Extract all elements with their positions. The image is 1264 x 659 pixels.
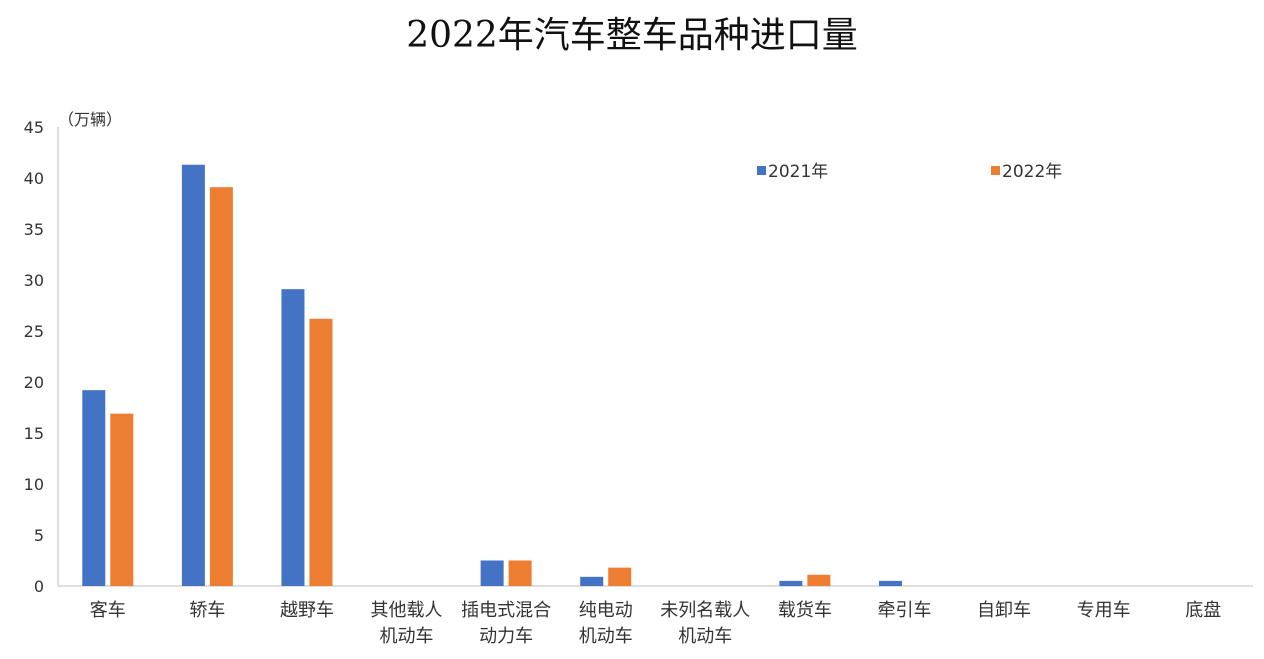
x-category-label: 自卸车 bbox=[977, 600, 1031, 621]
x-category-label: 牵引车 bbox=[877, 600, 931, 621]
legend-swatch bbox=[757, 166, 766, 175]
legend-label: 2022年 bbox=[1002, 162, 1062, 182]
bar-series-2 bbox=[608, 567, 632, 586]
bar-series-1 bbox=[281, 289, 305, 586]
legend-swatch bbox=[991, 166, 1000, 175]
y-tick-label: 25 bbox=[24, 322, 44, 341]
bar-series-2 bbox=[508, 560, 532, 586]
bar-series-1 bbox=[878, 580, 902, 586]
x-category-label: 客车 bbox=[90, 600, 126, 621]
bar-series-1 bbox=[580, 576, 604, 586]
bar-series-1 bbox=[181, 164, 205, 587]
y-unit-label: （万辆） bbox=[58, 110, 122, 129]
x-category-label: 轿车 bbox=[189, 600, 225, 621]
bar-series-2 bbox=[807, 574, 831, 586]
x-category-label: 越野车 bbox=[280, 600, 334, 621]
x-category-label: 插电式混合动力车 bbox=[461, 600, 551, 647]
x-category-label: 载货车 bbox=[778, 600, 832, 621]
y-tick-label: 10 bbox=[24, 475, 44, 494]
bar-series-1 bbox=[82, 390, 106, 586]
y-tick-label: 45 bbox=[24, 118, 44, 137]
chart-title: 2022年汽车整车品种进口量 bbox=[406, 15, 858, 56]
y-tick-label: 40 bbox=[24, 169, 44, 188]
y-tick-label: 0 bbox=[34, 577, 44, 596]
bar-series-2 bbox=[209, 187, 233, 586]
y-tick-label: 20 bbox=[24, 373, 44, 392]
x-category-label: 专用车 bbox=[1077, 600, 1131, 621]
bar-series-2 bbox=[110, 413, 134, 586]
y-tick-label: 35 bbox=[24, 220, 44, 239]
y-tick-label: 5 bbox=[34, 526, 44, 545]
bar-series-1 bbox=[480, 560, 504, 586]
y-tick-label: 30 bbox=[24, 271, 44, 290]
y-tick-label: 15 bbox=[24, 424, 44, 443]
x-category-label: 纯电动机动车 bbox=[579, 600, 633, 647]
x-category-label: 底盘 bbox=[1185, 600, 1221, 621]
legend-label: 2021年 bbox=[768, 162, 828, 182]
x-category-label: 其他载人机动车 bbox=[371, 600, 443, 647]
bar-series-1 bbox=[779, 580, 803, 586]
x-category-label: 未列名载人机动车 bbox=[660, 600, 750, 647]
bar-series-2 bbox=[309, 318, 333, 586]
